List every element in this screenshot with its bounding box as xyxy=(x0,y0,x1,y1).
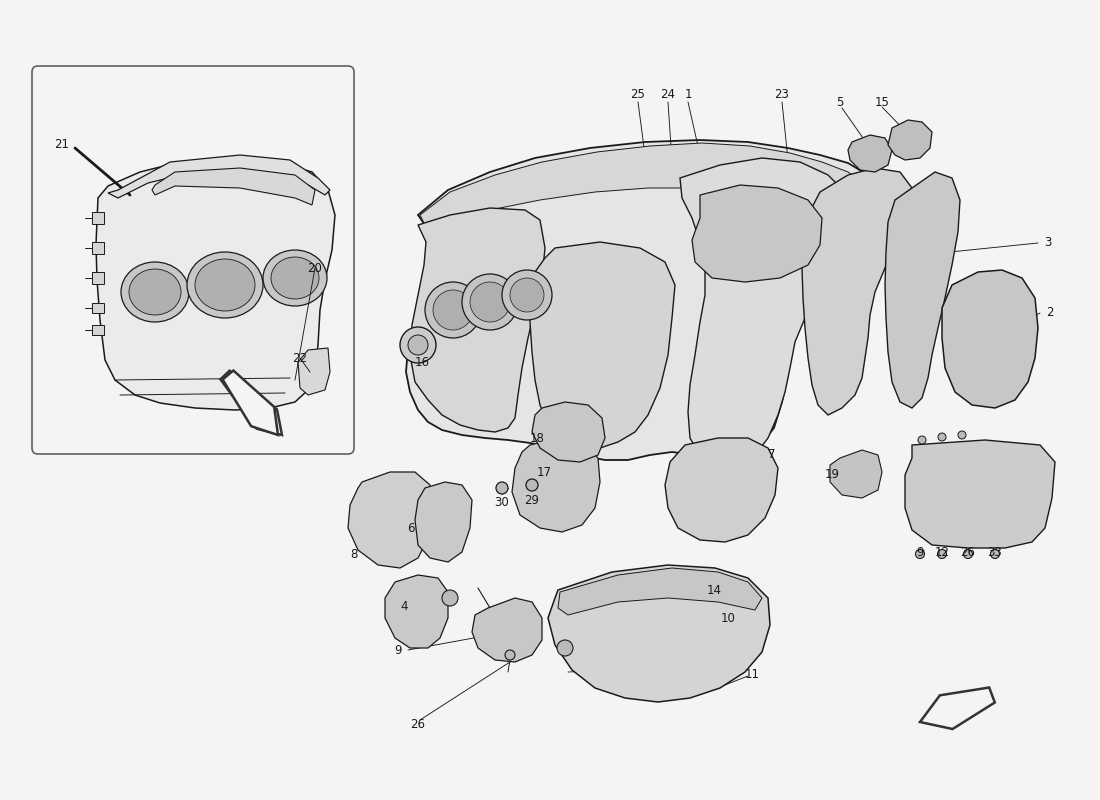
Circle shape xyxy=(964,550,972,558)
Polygon shape xyxy=(415,482,472,562)
Circle shape xyxy=(938,433,946,441)
Circle shape xyxy=(510,278,544,312)
Text: 1: 1 xyxy=(684,87,692,101)
Circle shape xyxy=(918,436,926,444)
Text: 9: 9 xyxy=(916,546,924,558)
Ellipse shape xyxy=(129,269,182,315)
Text: 5: 5 xyxy=(836,95,844,109)
Circle shape xyxy=(470,282,510,322)
Circle shape xyxy=(915,550,924,558)
Polygon shape xyxy=(472,598,542,662)
Polygon shape xyxy=(92,272,104,284)
Polygon shape xyxy=(385,575,448,648)
Polygon shape xyxy=(348,472,432,568)
Polygon shape xyxy=(298,348,330,395)
Polygon shape xyxy=(942,270,1038,408)
Circle shape xyxy=(958,431,966,439)
Polygon shape xyxy=(886,172,960,408)
Polygon shape xyxy=(848,135,892,172)
Text: 7: 7 xyxy=(768,449,776,462)
Text: 29: 29 xyxy=(525,494,539,506)
Polygon shape xyxy=(152,168,315,205)
Polygon shape xyxy=(680,158,855,458)
Text: 10: 10 xyxy=(720,611,736,625)
Ellipse shape xyxy=(187,252,263,318)
Ellipse shape xyxy=(271,257,319,299)
Circle shape xyxy=(505,650,515,660)
Text: 24: 24 xyxy=(660,87,675,101)
Text: 8: 8 xyxy=(351,549,358,562)
Circle shape xyxy=(442,590,458,606)
Polygon shape xyxy=(888,120,932,160)
Polygon shape xyxy=(410,208,544,432)
Circle shape xyxy=(937,550,946,558)
Polygon shape xyxy=(802,168,912,415)
Text: 16: 16 xyxy=(415,355,429,369)
Text: 18: 18 xyxy=(530,431,544,445)
Text: 23: 23 xyxy=(774,87,790,101)
Text: 17: 17 xyxy=(537,466,552,478)
Text: 2: 2 xyxy=(1046,306,1054,319)
Text: 25: 25 xyxy=(630,87,646,101)
Polygon shape xyxy=(548,565,770,702)
Polygon shape xyxy=(92,325,104,335)
Polygon shape xyxy=(92,212,104,224)
Polygon shape xyxy=(692,185,822,282)
Circle shape xyxy=(990,550,1000,558)
Polygon shape xyxy=(905,440,1055,548)
Circle shape xyxy=(400,327,436,363)
Ellipse shape xyxy=(263,250,327,306)
Polygon shape xyxy=(666,438,778,542)
Text: 26: 26 xyxy=(960,546,976,558)
Text: 14: 14 xyxy=(706,583,722,597)
Polygon shape xyxy=(420,143,873,225)
Text: 11: 11 xyxy=(745,669,759,682)
Circle shape xyxy=(433,290,473,330)
Circle shape xyxy=(502,270,552,320)
Polygon shape xyxy=(92,242,104,254)
Circle shape xyxy=(496,482,508,494)
Polygon shape xyxy=(530,242,675,448)
Text: 26: 26 xyxy=(410,718,426,731)
Text: 33: 33 xyxy=(988,546,1002,558)
Polygon shape xyxy=(532,402,605,462)
Circle shape xyxy=(408,335,428,355)
Polygon shape xyxy=(830,450,882,498)
Text: 20: 20 xyxy=(308,262,322,274)
Polygon shape xyxy=(220,370,282,435)
FancyBboxPatch shape xyxy=(32,66,354,454)
Polygon shape xyxy=(558,568,762,615)
Text: 3: 3 xyxy=(1044,237,1052,250)
Polygon shape xyxy=(222,370,278,435)
Circle shape xyxy=(462,274,518,330)
Text: 19: 19 xyxy=(825,469,840,482)
Text: 15: 15 xyxy=(874,95,890,109)
Circle shape xyxy=(557,640,573,656)
Text: 30: 30 xyxy=(495,497,509,510)
Text: 21: 21 xyxy=(55,138,69,151)
Polygon shape xyxy=(92,303,104,313)
Circle shape xyxy=(425,282,481,338)
Text: 4: 4 xyxy=(400,601,408,614)
Polygon shape xyxy=(96,158,336,410)
Polygon shape xyxy=(406,140,878,460)
Polygon shape xyxy=(920,687,994,729)
Text: 6: 6 xyxy=(407,522,415,534)
Polygon shape xyxy=(108,155,330,198)
Text: 22: 22 xyxy=(293,351,308,365)
Circle shape xyxy=(526,479,538,491)
Text: 12: 12 xyxy=(935,546,949,558)
Text: 9: 9 xyxy=(395,643,402,657)
Ellipse shape xyxy=(121,262,189,322)
Ellipse shape xyxy=(195,259,255,311)
Polygon shape xyxy=(512,438,600,532)
